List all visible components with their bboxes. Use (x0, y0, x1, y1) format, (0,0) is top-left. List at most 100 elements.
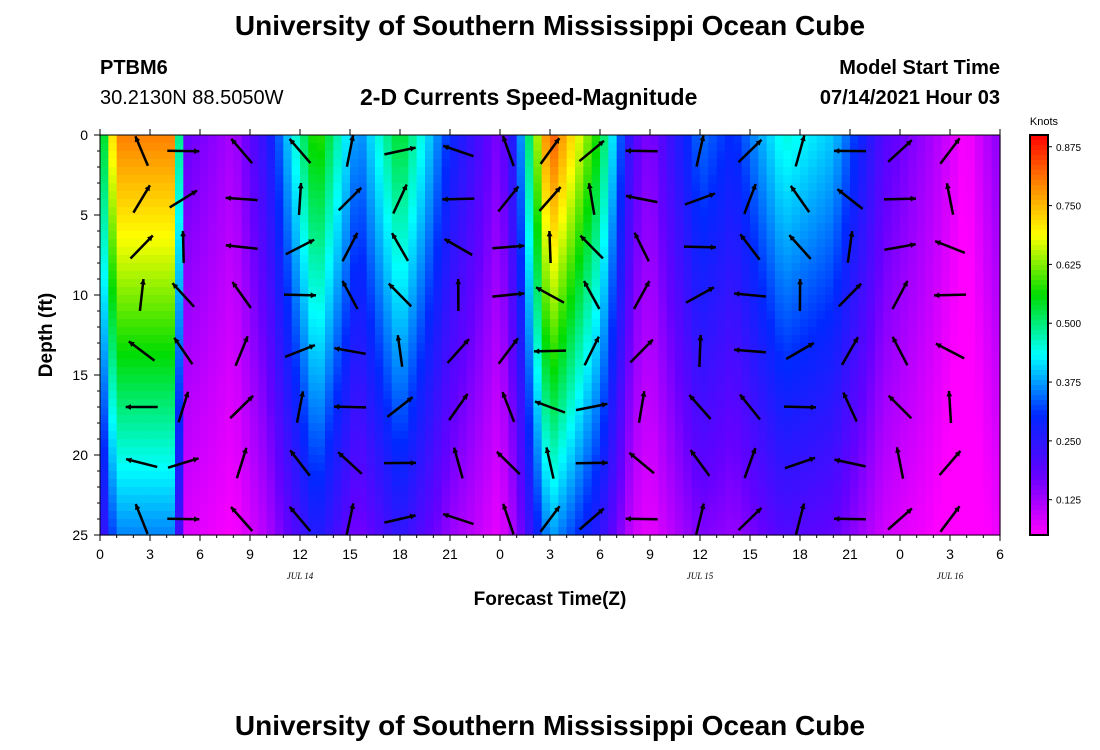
heatmap-cell (600, 487, 609, 496)
heatmap-cell (758, 479, 768, 488)
heatmap-cell (866, 327, 876, 336)
heatmap-cell (608, 471, 618, 480)
heatmap-cell (258, 207, 268, 216)
heatmap-cell (225, 479, 234, 488)
heatmap-cell (833, 143, 843, 152)
heatmap-cell (825, 239, 834, 248)
heatmap-cell (916, 439, 926, 448)
heatmap-cell (683, 463, 693, 472)
heatmap-cell (491, 391, 501, 400)
heatmap-cell (325, 183, 334, 192)
heatmap-cell (300, 303, 309, 312)
heatmap-cell (575, 271, 584, 280)
heatmap-cell (450, 375, 459, 384)
heatmap-cell (908, 455, 918, 464)
heatmap-cell (841, 151, 851, 160)
heatmap-cell (258, 223, 268, 232)
heatmap-cell (175, 383, 184, 392)
heatmap-cell (158, 151, 168, 160)
heatmap-cell (708, 135, 718, 144)
heatmap-cell (516, 263, 526, 272)
heatmap-cell (108, 335, 118, 344)
heatmap-cell (366, 375, 376, 384)
heatmap-cell (500, 167, 509, 176)
heatmap-cell (466, 391, 476, 400)
heatmap-cell (725, 231, 734, 240)
heatmap-cell (666, 399, 676, 408)
heatmap-cell (316, 263, 326, 272)
heatmap-cell (616, 311, 626, 320)
heatmap-cell (866, 263, 876, 272)
heatmap-cell (833, 207, 843, 216)
heatmap-cell (191, 135, 201, 144)
heatmap-cell (316, 359, 326, 368)
heatmap-cell (316, 383, 326, 392)
heatmap-cell (700, 447, 709, 456)
heatmap-cell (333, 287, 343, 296)
heatmap-cell (533, 391, 543, 400)
heatmap-cell (133, 223, 143, 232)
heatmap-cell (108, 487, 118, 496)
heatmap-cell (383, 207, 393, 216)
heatmap-cell (800, 159, 809, 168)
heatmap-cell (475, 287, 484, 296)
heatmap-cell (100, 519, 109, 528)
heatmap-cell (333, 295, 343, 304)
heatmap-cell (450, 191, 459, 200)
heatmap-cell (825, 415, 834, 424)
heatmap-cell (175, 263, 184, 272)
heatmap-cell (300, 175, 309, 184)
heatmap-cell (675, 471, 684, 480)
heatmap-cell (150, 487, 159, 496)
heatmap-cell (858, 367, 868, 376)
heatmap-cell (441, 255, 451, 264)
heatmap-cell (616, 511, 626, 520)
heatmap-cell (808, 391, 818, 400)
heatmap-cell (241, 327, 251, 336)
heatmap-cell (816, 231, 826, 240)
heatmap-cell (125, 335, 134, 344)
heatmap-cell (416, 263, 426, 272)
heatmap-cell (675, 143, 684, 152)
heatmap-cell (425, 151, 434, 160)
heatmap-cell (650, 471, 659, 480)
heatmap-cell (483, 295, 493, 304)
heatmap-cell (533, 375, 543, 384)
heatmap-cell (758, 311, 768, 320)
heatmap-cell (641, 223, 651, 232)
heatmap-cell (191, 423, 201, 432)
heatmap-cell (641, 215, 651, 224)
heatmap-cell (666, 423, 676, 432)
heatmap-cell (458, 391, 468, 400)
heatmap-cell (266, 319, 276, 328)
heatmap-cell (441, 455, 451, 464)
heatmap-cell (641, 239, 651, 248)
heatmap-cell (641, 311, 651, 320)
heatmap-cell (566, 255, 576, 264)
heatmap-cell (441, 423, 451, 432)
heatmap-cell (741, 175, 751, 184)
heatmap-cell (758, 527, 768, 536)
heatmap-cell (375, 431, 384, 440)
heatmap-cell (358, 519, 368, 528)
heatmap-cell (908, 143, 918, 152)
heatmap-cell (633, 431, 643, 440)
heatmap-cell (841, 495, 851, 504)
heatmap-cell (708, 527, 718, 536)
heatmap-cell (308, 439, 318, 448)
heatmap-cell (283, 151, 293, 160)
heatmap-cell (416, 191, 426, 200)
heatmap-cell (141, 175, 151, 184)
heatmap-cell (600, 183, 609, 192)
heatmap-cell (216, 287, 226, 296)
heatmap-cell (558, 287, 568, 296)
heatmap-cell (233, 239, 243, 248)
heatmap-cell (475, 391, 484, 400)
heatmap-cell (750, 351, 759, 360)
heatmap-cell (891, 343, 901, 352)
heatmap-cell (100, 271, 109, 280)
heatmap-cell (908, 327, 918, 336)
heatmap-cell (716, 335, 726, 344)
heatmap-cell (850, 135, 859, 144)
heatmap-cell (558, 327, 568, 336)
